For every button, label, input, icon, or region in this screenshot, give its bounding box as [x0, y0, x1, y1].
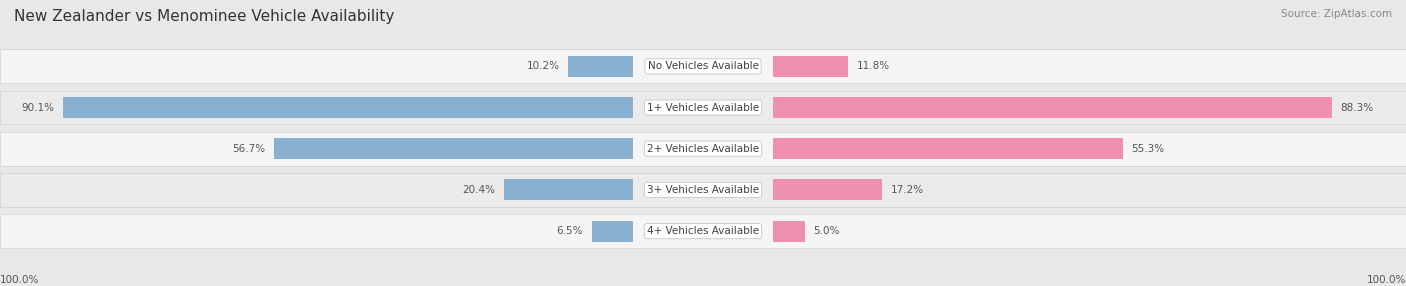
Text: Source: ZipAtlas.com: Source: ZipAtlas.com [1281, 9, 1392, 19]
Bar [773, 97, 1331, 118]
Bar [568, 56, 633, 77]
Bar [773, 56, 848, 77]
Bar [0, 91, 1406, 124]
Text: 17.2%: 17.2% [890, 185, 924, 195]
Text: 2+ Vehicles Available: 2+ Vehicles Available [647, 144, 759, 154]
Text: 100.0%: 100.0% [0, 275, 39, 285]
Text: 5.0%: 5.0% [813, 226, 839, 236]
Text: 20.4%: 20.4% [463, 185, 495, 195]
Bar [0, 214, 1406, 248]
Bar [0, 49, 1406, 83]
Text: 55.3%: 55.3% [1132, 144, 1164, 154]
Text: 6.5%: 6.5% [557, 226, 583, 236]
Text: No Vehicles Available: No Vehicles Available [648, 61, 758, 71]
Text: 11.8%: 11.8% [856, 61, 890, 71]
Bar [592, 221, 633, 242]
Bar [773, 221, 804, 242]
Bar [63, 97, 633, 118]
Bar [0, 132, 1406, 166]
Bar [274, 138, 633, 159]
Text: 100.0%: 100.0% [1367, 275, 1406, 285]
Text: New Zealander vs Menominee Vehicle Availability: New Zealander vs Menominee Vehicle Avail… [14, 9, 395, 23]
Text: 88.3%: 88.3% [1340, 103, 1374, 112]
Text: 1+ Vehicles Available: 1+ Vehicles Available [647, 103, 759, 112]
Text: 10.2%: 10.2% [527, 61, 560, 71]
Bar [503, 179, 633, 200]
Bar [773, 179, 882, 200]
Bar [773, 138, 1123, 159]
Text: 3+ Vehicles Available: 3+ Vehicles Available [647, 185, 759, 195]
Text: 90.1%: 90.1% [21, 103, 55, 112]
Bar [0, 173, 1406, 207]
Text: 56.7%: 56.7% [232, 144, 266, 154]
Text: 4+ Vehicles Available: 4+ Vehicles Available [647, 226, 759, 236]
